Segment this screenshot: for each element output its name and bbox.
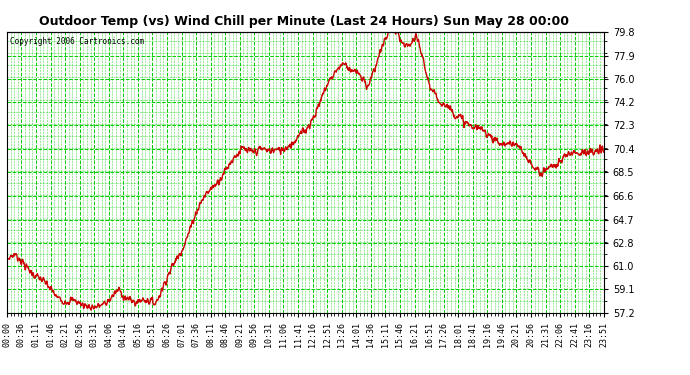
Text: Outdoor Temp (vs) Wind Chill per Minute (Last 24 Hours) Sun May 28 00:00: Outdoor Temp (vs) Wind Chill per Minute … — [39, 15, 569, 28]
Text: Copyright 2006 Cartronics.com: Copyright 2006 Cartronics.com — [10, 38, 144, 46]
